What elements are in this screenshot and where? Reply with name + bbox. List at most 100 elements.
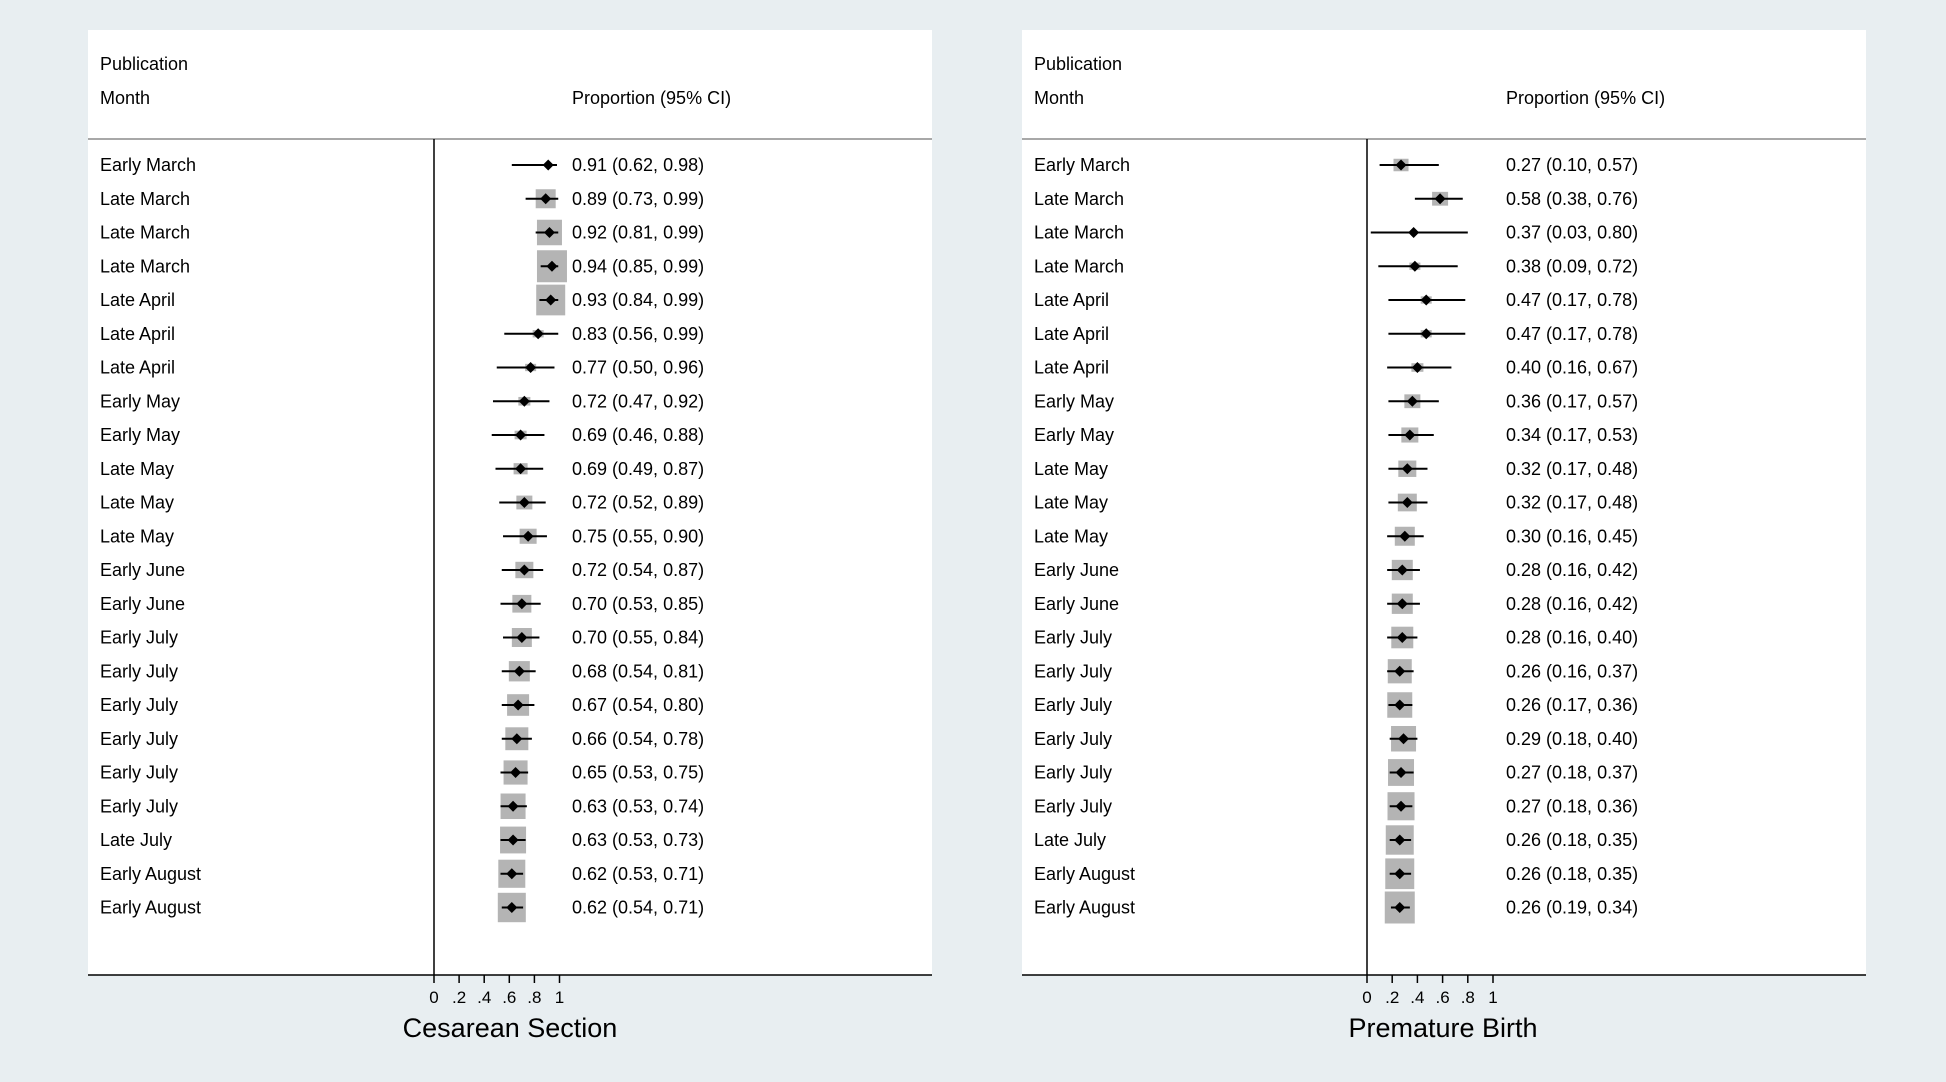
- x-tick-label: .6: [1436, 988, 1450, 1007]
- study-label: Early July: [100, 628, 178, 648]
- point-estimate-marker: [546, 260, 558, 272]
- study-row: Late April 0.93 (0.84, 0.99): [100, 284, 704, 316]
- point-estimate-marker: [1406, 395, 1418, 407]
- estimate-text: 0.27 (0.18, 0.37): [1506, 763, 1638, 783]
- study-label: Early June: [1034, 594, 1119, 614]
- point-estimate-marker: [506, 902, 518, 913]
- study-label: Early June: [100, 560, 185, 580]
- estimate-text: 0.75 (0.55, 0.90): [572, 526, 704, 546]
- header-proportion-label: Proportion (95% CI): [1506, 88, 1665, 108]
- study-label: Late May: [100, 526, 174, 546]
- point-estimate-marker: [515, 429, 527, 441]
- point-estimate-marker: [1408, 227, 1420, 238]
- study-row: Early May 0.34 (0.17, 0.53): [1034, 425, 1638, 445]
- estimate-text: 0.77 (0.50, 0.96): [572, 358, 704, 378]
- study-row: Early June 0.28 (0.16, 0.42): [1034, 559, 1638, 581]
- point-estimate-marker: [1395, 767, 1407, 778]
- study-row: Late May 0.32 (0.17, 0.48): [1034, 493, 1638, 513]
- estimate-text: 0.28 (0.16, 0.40): [1506, 628, 1638, 648]
- study-label: Late March: [100, 256, 190, 276]
- point-estimate-marker: [506, 868, 518, 880]
- point-estimate-marker: [1411, 362, 1423, 373]
- study-label: Late May: [1034, 526, 1108, 546]
- point-estimate-marker: [1420, 294, 1432, 306]
- study-label: Early July: [100, 695, 178, 715]
- study-label: Early August: [1034, 864, 1135, 884]
- x-tick-label: 0: [1362, 988, 1371, 1007]
- point-estimate-marker: [507, 834, 519, 846]
- estimate-text: 0.93 (0.84, 0.99): [572, 290, 704, 310]
- point-estimate-marker: [1394, 834, 1406, 846]
- study-row: Late May 0.69 (0.49, 0.87): [100, 459, 704, 479]
- point-estimate-marker: [1409, 260, 1421, 272]
- point-estimate-marker: [515, 463, 527, 475]
- point-estimate-marker: [516, 632, 528, 643]
- study-row: Late April 0.47 (0.17, 0.78): [1034, 324, 1638, 344]
- study-label: Early July: [100, 796, 178, 816]
- point-estimate-marker: [516, 598, 528, 610]
- estimate-text: 0.28 (0.16, 0.42): [1506, 560, 1638, 580]
- study-label: Late July: [100, 830, 172, 850]
- study-row: Early July 0.63 (0.53, 0.74): [100, 793, 704, 819]
- point-estimate-marker: [1401, 463, 1413, 475]
- study-row: Early July 0.28 (0.16, 0.40): [1034, 626, 1638, 649]
- header-publication-label: Publication: [1034, 54, 1122, 74]
- x-tick-label: .4: [1410, 988, 1424, 1007]
- study-label: Early July: [1034, 796, 1112, 816]
- header-publication-label: Publication: [100, 54, 188, 74]
- estimate-text: 0.27 (0.18, 0.36): [1506, 796, 1638, 816]
- study-label: Late May: [100, 459, 174, 479]
- point-estimate-marker: [1396, 598, 1408, 610]
- estimate-text: 0.91 (0.62, 0.98): [572, 155, 704, 175]
- estimate-text: 0.72 (0.47, 0.92): [572, 391, 704, 411]
- point-estimate-marker: [543, 227, 555, 238]
- point-estimate-marker: [1398, 733, 1410, 745]
- study-label: Early May: [100, 391, 180, 411]
- estimate-text: 0.92 (0.81, 0.99): [572, 223, 704, 243]
- estimate-text: 0.70 (0.53, 0.85): [572, 594, 704, 614]
- study-row: Early August 0.26 (0.19, 0.34): [1034, 891, 1638, 924]
- study-label: Early May: [1034, 425, 1114, 445]
- study-row: Early March 0.27 (0.10, 0.57): [1034, 155, 1638, 175]
- estimate-text: 0.32 (0.17, 0.48): [1506, 459, 1638, 479]
- estimate-text: 0.29 (0.18, 0.40): [1506, 729, 1638, 749]
- estimate-text: 0.26 (0.18, 0.35): [1506, 864, 1638, 884]
- point-estimate-marker: [1396, 632, 1408, 643]
- study-row: Early July 0.27 (0.18, 0.37): [1034, 759, 1638, 786]
- x-tick-label: .6: [502, 988, 516, 1007]
- study-label: Early June: [1034, 560, 1119, 580]
- study-row: Early May 0.72 (0.47, 0.92): [100, 391, 704, 411]
- study-label: Late March: [1034, 223, 1124, 243]
- study-label: Late April: [1034, 324, 1109, 344]
- study-row: Early July 0.65 (0.53, 0.75): [100, 760, 704, 785]
- point-estimate-marker: [540, 193, 552, 205]
- study-label: Late May: [1034, 459, 1108, 479]
- study-label: Early August: [100, 898, 201, 918]
- study-row: Early July 0.70 (0.55, 0.84): [100, 628, 704, 648]
- estimate-text: 0.72 (0.52, 0.89): [572, 493, 704, 513]
- study-label: Early July: [1034, 763, 1112, 783]
- study-row: Early March 0.91 (0.62, 0.98): [100, 155, 704, 175]
- forest-panel-2: Publication Month Proportion (95% CI) Early…: [1022, 30, 1866, 1043]
- point-estimate-marker: [1399, 530, 1411, 542]
- point-estimate-marker: [507, 800, 519, 812]
- estimate-text: 0.67 (0.54, 0.80): [572, 695, 704, 715]
- estimate-text: 0.30 (0.16, 0.45): [1506, 526, 1638, 546]
- study-row: Late March 0.94 (0.85, 0.99): [100, 250, 704, 283]
- x-tick-label: 1: [1488, 988, 1497, 1007]
- estimate-text: 0.34 (0.17, 0.53): [1506, 425, 1638, 445]
- estimate-text: 0.26 (0.16, 0.37): [1506, 661, 1638, 681]
- estimate-text: 0.32 (0.17, 0.48): [1506, 493, 1638, 513]
- estimate-text: 0.26 (0.18, 0.35): [1506, 830, 1638, 850]
- study-label: Early March: [1034, 155, 1130, 175]
- study-row: Early May 0.36 (0.17, 0.57): [1034, 391, 1638, 411]
- estimate-text: 0.63 (0.53, 0.73): [572, 830, 704, 850]
- study-label: Late March: [100, 223, 190, 243]
- x-axis-title: Premature Birth: [1348, 1013, 1537, 1043]
- point-estimate-marker: [512, 699, 524, 711]
- point-estimate-marker: [1394, 902, 1406, 913]
- point-estimate-marker: [513, 665, 525, 677]
- study-label: Late April: [100, 290, 175, 310]
- study-label: Early August: [1034, 898, 1135, 918]
- point-estimate-marker: [1401, 497, 1413, 508]
